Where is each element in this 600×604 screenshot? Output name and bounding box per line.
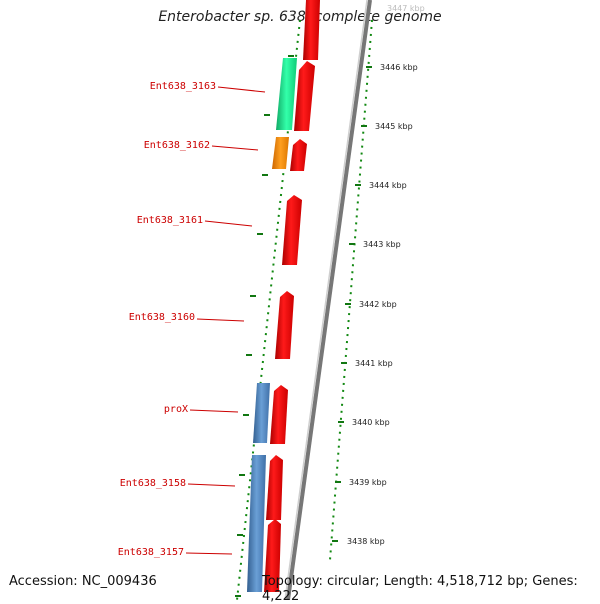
cds-feature [290,139,307,171]
cds-feature [264,519,281,592]
gene-labels: Ent638_3163 Ent638_3162 Ent638_3161 Ent6… [118,81,216,558]
cds-feature [275,291,294,359]
ruler-label: 3447 kbp [387,4,425,13]
gene-feature-green [276,58,297,130]
ruler-label: 3444 kbp [369,181,407,190]
ruler-label: 3440 kbp [352,418,390,427]
genome-backbone [286,0,372,600]
ruler-label: 3442 kbp [359,300,397,309]
gene-feature-blue [253,383,270,443]
ruler-label: 3446 kbp [380,63,418,72]
cds-feature [266,455,283,520]
gene-label: Ent638_3157 [118,547,184,558]
ruler-label: 3441 kbp [355,359,393,368]
gene-label: Ent638_3158 [120,478,186,489]
cds-feature [303,0,320,60]
gene-label: Ent638_3162 [144,140,210,151]
ruler-label: 3438 kbp [347,537,385,546]
accession-text: Accession: NC_009436 [9,574,157,589]
ruler-ticks [332,66,372,542]
genome-backbone-highlight [284,0,368,600]
gene-label: proX [164,404,188,415]
ruler-label: 3443 kbp [363,240,401,249]
cds-features [264,0,320,592]
gene-feature-blue [247,455,266,592]
gene-feature-orange [272,137,289,169]
gene-label: Ent638_3163 [150,81,216,92]
cds-feature [294,61,315,131]
label-leaders [185,86,266,555]
ruler-labels: 3447 kbp 3446 kbp 3445 kbp 3444 kbp 3443… [347,4,425,546]
gene-label: Ent638_3161 [137,215,203,226]
cds-feature [270,385,288,444]
inner-track-ticks [235,55,294,597]
ruler-label: 3439 kbp [349,478,387,487]
ruler-label: 3445 kbp [375,122,413,131]
map-title: Enterobacter sp. 638, complete genome [158,9,442,25]
cds-feature [282,195,302,265]
gene-label: Ent638_3160 [129,312,195,323]
